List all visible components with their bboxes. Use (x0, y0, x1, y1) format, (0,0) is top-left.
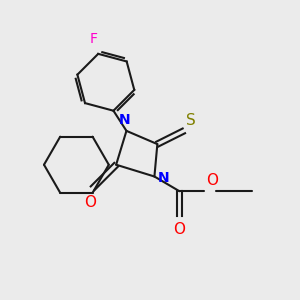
Text: N: N (119, 113, 131, 127)
Text: O: O (206, 173, 218, 188)
Text: F: F (90, 32, 98, 46)
Text: O: O (173, 222, 185, 237)
Text: N: N (158, 171, 169, 185)
Text: S: S (186, 113, 196, 128)
Text: O: O (84, 195, 96, 210)
